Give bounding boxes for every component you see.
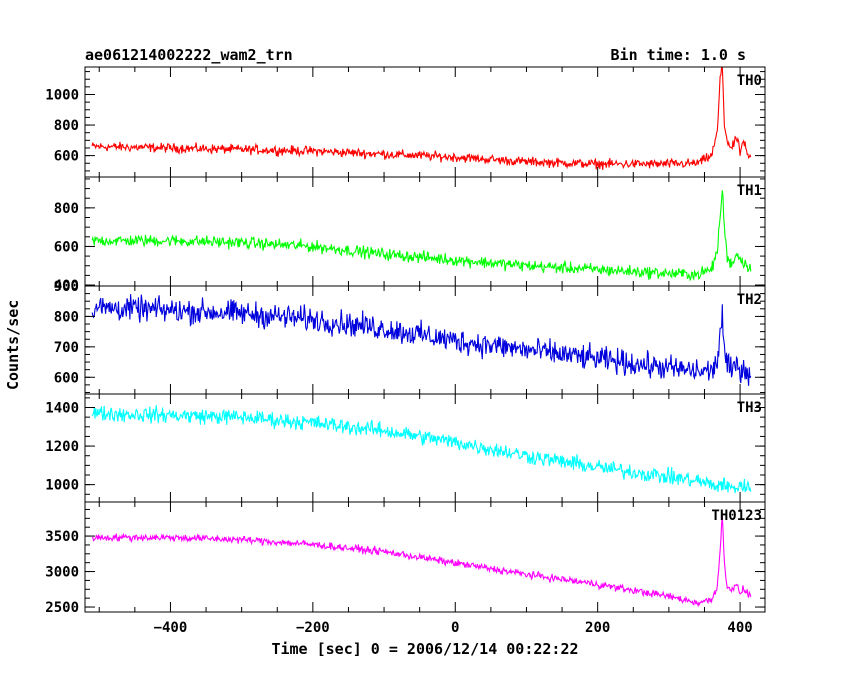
y-tick-label: 3000 <box>45 565 79 581</box>
series-label-th3: TH3 <box>737 400 762 416</box>
y-tick-label: 1000 <box>45 478 79 494</box>
panel-frame <box>84 501 766 613</box>
series-line-th0 <box>91 66 752 170</box>
panel-frame <box>84 285 766 395</box>
y-tick-label: 400 <box>54 278 79 294</box>
y-tick-label: 700 <box>54 340 79 356</box>
y-tick-label: 600 <box>54 239 79 255</box>
x-tick-label: 200 <box>585 620 610 636</box>
y-tick-label: 600 <box>54 370 79 386</box>
series-label-th0123: TH0123 <box>711 508 762 524</box>
panel-frame <box>84 176 766 287</box>
y-tick-label: 3500 <box>45 529 79 545</box>
y-tick-label: 800 <box>54 118 79 134</box>
series-line-th2 <box>91 294 752 386</box>
y-tick-label: 800 <box>54 201 79 217</box>
y-tick-label: 900 <box>54 279 79 295</box>
series-label-th2: TH2 <box>737 292 762 308</box>
x-tick-label: −200 <box>296 620 330 636</box>
y-tick-label: 2500 <box>45 600 79 616</box>
x-tick-label: 400 <box>727 620 752 636</box>
y-tick-label: 800 <box>54 309 79 325</box>
y-tick-label: 1000 <box>45 88 79 104</box>
plot-title: ae061214002222_wam2_trn <box>85 46 293 64</box>
series-line-th3 <box>91 405 752 494</box>
y-tick-label: 1200 <box>45 439 79 455</box>
x-tick-label: −400 <box>154 620 188 636</box>
series-line-th0123 <box>92 516 752 608</box>
series-label-th0: TH0 <box>737 73 762 89</box>
y-tick-label: 1400 <box>45 401 79 417</box>
y-axis-label: Counts/sec <box>4 299 22 390</box>
panel-frame <box>84 66 766 178</box>
panel-frame <box>84 393 766 503</box>
series-line-th1 <box>91 190 752 282</box>
y-tick-label: 600 <box>54 149 79 165</box>
series-label-th1: TH1 <box>737 183 762 199</box>
bin-time-label: Bin time: 1.0 s <box>610 46 746 64</box>
x-tick-label: 0 <box>451 620 459 636</box>
x-axis-label: Time [sec] 0 = 2006/12/14 00:22:22 <box>271 640 579 658</box>
